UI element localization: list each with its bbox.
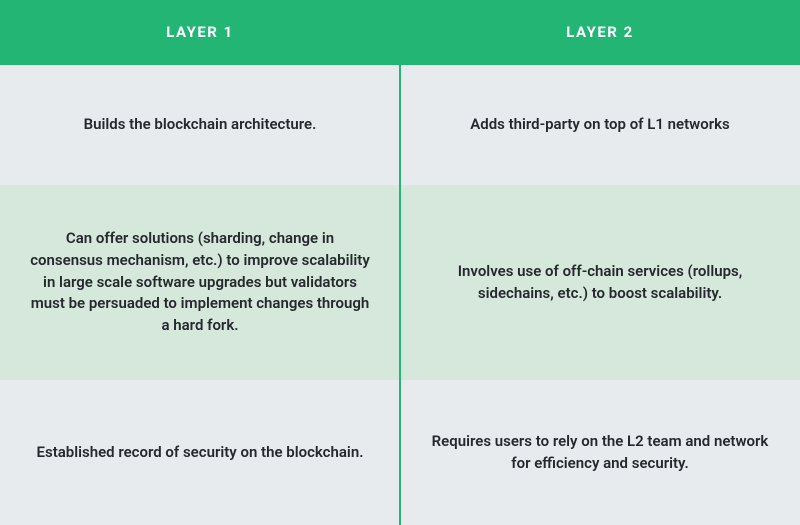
cell-layer2: Requires users to rely on the L2 team an… bbox=[400, 380, 800, 525]
cell-layer1: Can offer solutions (sharding, change in… bbox=[0, 185, 400, 380]
cell-layer2: Involves use of off-chain services (roll… bbox=[400, 185, 800, 380]
table-header-row: LAYER 1 LAYER 2 bbox=[0, 0, 800, 65]
column-header-layer2: LAYER 2 bbox=[400, 0, 800, 65]
cell-layer1: Established record of security on the bl… bbox=[0, 380, 400, 525]
table-row: Established record of security on the bl… bbox=[0, 380, 800, 525]
column-header-layer1: LAYER 1 bbox=[0, 0, 400, 65]
table-row: Can offer solutions (sharding, change in… bbox=[0, 185, 800, 380]
table-row: Builds the blockchain architecture. Adds… bbox=[0, 65, 800, 185]
cell-layer2: Adds third-party on top of L1 networks bbox=[400, 65, 800, 185]
comparison-table: LAYER 1 LAYER 2 Builds the blockchain ar… bbox=[0, 0, 800, 525]
cell-layer1: Builds the blockchain architecture. bbox=[0, 65, 400, 185]
